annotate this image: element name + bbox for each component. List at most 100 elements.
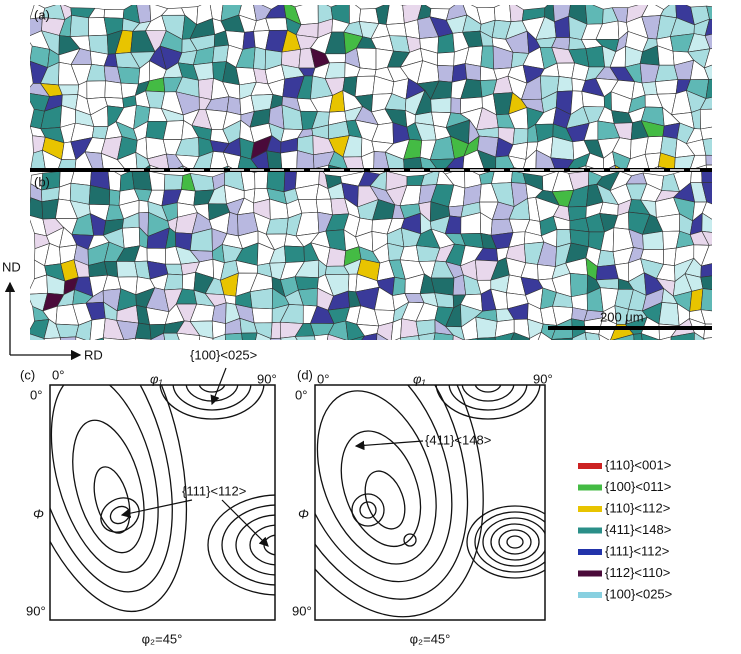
axis-label: φ₁: [150, 371, 163, 386]
grain: [585, 5, 604, 25]
grain: [699, 108, 712, 130]
grain: [404, 19, 421, 39]
contour: [340, 430, 422, 548]
grain: [117, 66, 141, 85]
grain: [430, 97, 452, 114]
panel-label: (b): [34, 174, 50, 189]
grain: [670, 332, 695, 340]
grain: [280, 150, 298, 168]
grain: [294, 335, 316, 340]
grain: [268, 350, 287, 372]
grain: [150, 332, 166, 340]
contour: [100, 497, 140, 533]
grain: [719, 77, 739, 99]
grain: [222, 165, 229, 168]
grain: [356, 67, 377, 77]
grain: [704, 18, 712, 37]
contours-d: [315, 385, 545, 618]
grain: [444, 326, 465, 340]
grain: [30, 333, 45, 340]
grain: [644, 136, 664, 155]
grain: [193, 150, 214, 168]
section-label: φ₂=45°: [142, 631, 183, 646]
grain: [701, 172, 712, 184]
grain: [716, 200, 737, 222]
grain: [266, 172, 286, 193]
grain: [717, 234, 738, 245]
grain: [601, 348, 614, 371]
grain: [104, 80, 123, 99]
axis-tick: 90°: [533, 371, 553, 386]
panel-label: (d): [297, 367, 313, 382]
grain: [419, 156, 437, 168]
grain: [376, 354, 391, 370]
odf-frame: [49, 384, 276, 621]
grain: [585, 165, 594, 168]
contour: [474, 385, 502, 393]
annotation: {411}<148>: [425, 432, 491, 447]
grain: [394, 337, 402, 340]
grain: [690, 350, 710, 371]
axis-tick: 90°: [292, 603, 312, 618]
grain: [584, 353, 602, 371]
odf-frame: [314, 384, 546, 621]
grain: [723, 8, 740, 21]
grain: [510, 172, 527, 184]
grain: [116, 151, 138, 168]
grain: [717, 16, 739, 32]
grain: [317, 348, 326, 369]
grain: [227, 165, 233, 168]
grain: [235, 67, 257, 86]
axis-label: ND: [2, 259, 21, 274]
grain: [715, 322, 735, 336]
grain: [212, 333, 226, 340]
grain: [384, 151, 405, 168]
grain: [658, 152, 676, 168]
grain: [723, 168, 738, 190]
grain: [385, 5, 405, 25]
axis-tick: 90°: [26, 603, 46, 618]
contour: [198, 385, 226, 393]
contour: [50, 385, 188, 613]
grain: [480, 45, 494, 70]
grain: [146, 348, 166, 366]
axis-tick: 0°: [317, 371, 329, 386]
grain: [513, 167, 517, 168]
grain: [720, 352, 737, 366]
contour: [506, 535, 524, 549]
grain: [701, 230, 712, 246]
grain: [149, 164, 159, 168]
legend-swatch: [578, 484, 602, 491]
grain: [30, 274, 48, 295]
annotation-arrow: [221, 499, 269, 547]
grain: [58, 84, 80, 96]
grain: [614, 348, 635, 368]
grain: [716, 245, 738, 263]
grain: [537, 331, 552, 340]
grain: [69, 14, 89, 37]
grain: [717, 125, 734, 138]
grain: [166, 348, 184, 369]
axis-tick: 0°: [52, 367, 64, 382]
grain: [695, 164, 707, 168]
grain: [86, 80, 106, 100]
grain: [385, 22, 407, 37]
grain: [507, 347, 530, 367]
grain: [296, 150, 315, 168]
grain: [493, 5, 512, 23]
contour: [221, 504, 275, 586]
axis-label: φ₁: [413, 371, 426, 386]
grain: [674, 155, 696, 168]
grain: [354, 75, 376, 97]
grain: [131, 172, 153, 191]
grain: [326, 348, 346, 369]
grain: [437, 32, 455, 54]
grain: [109, 189, 121, 206]
grain: [145, 164, 151, 168]
grain: [60, 336, 77, 340]
grain: [599, 201, 619, 216]
contour: [207, 494, 275, 596]
grain: [704, 64, 712, 80]
grain: [41, 149, 62, 168]
grain: [242, 30, 256, 50]
